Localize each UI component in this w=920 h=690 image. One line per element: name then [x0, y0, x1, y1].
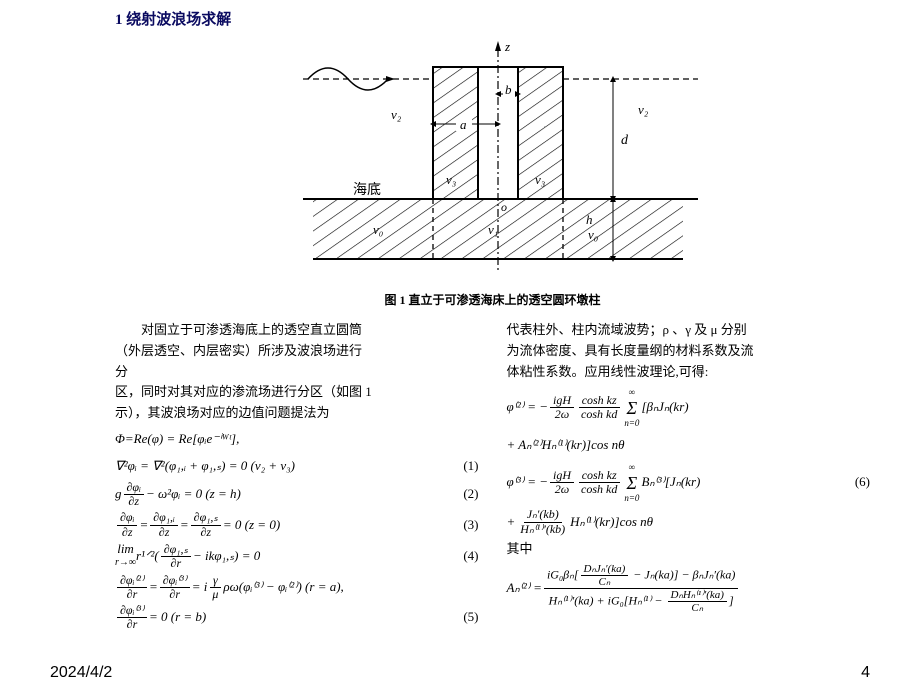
paragraph-text: 对固立于可渗透海底上的透空直立圆筒: [115, 320, 479, 341]
section-title: 1 绕射波浪场求解: [115, 8, 870, 29]
paragraph-text: 体粘性系数。应用线性波理论,可得:: [507, 362, 871, 383]
svg-text:v₀: v₀: [373, 222, 383, 237]
right-column: 代表柱外、柱内流域波势；ρ 、γ 及 μ 分别 为流体密度、具有长度量纲的材料系…: [507, 320, 871, 634]
equation-An: Aₙ⁽²⁾ = iG₀βₙ[DₙJₙ′(ka)Cₙ − Jₙ(ka)] − βₙ…: [507, 563, 871, 614]
equation-3: ∂φᵢ∂z = ∂φ₁,ᵢ∂z = ∂φ₁,ₛ∂z = 0 (z = 0) (3…: [115, 511, 479, 538]
svg-text:v₃: v₃: [535, 172, 545, 187]
svg-text:h: h: [586, 212, 593, 227]
figure-diagram: 海底 z o a b: [273, 39, 713, 283]
paragraph-text: 为流体密度、具有长度量纲的材料系数及流: [507, 341, 871, 362]
footer-page: 4: [861, 664, 870, 682]
equation-5b: ∂φᵢ⁽³⁾∂r = 0 (r = b) (5): [115, 604, 479, 631]
equation-6c: φ⁽³⁾ = − igH2ω cosh kzcosh kd ∞Σn=0 Bₙ⁽³…: [507, 460, 871, 505]
equation-phi: Φ=Re(φ) = Re[φᵢe⁻ⁱᵂᵗ],: [115, 427, 479, 451]
seabed-label: 海底: [353, 182, 381, 198]
svg-text:v₁: v₁: [488, 222, 498, 237]
equation-6b: + Aₙ⁽²⁾Hₙ⁽¹⁾(kr)]cos nθ: [507, 433, 871, 457]
svg-text:z: z: [504, 39, 510, 54]
svg-text:o: o: [501, 200, 507, 214]
figure-container: 海底 z o a b: [115, 39, 870, 283]
svg-text:v₂: v₂: [391, 107, 402, 122]
where-label: 其中: [507, 539, 871, 560]
svg-text:v₀: v₀: [588, 227, 598, 242]
footer-date: 2024/4/2: [50, 664, 112, 682]
equation-6d: + Jₙ′(kb)Hₙ⁽¹⁾′(kb) Hₙ⁽¹⁾(kr)]cos nθ: [507, 508, 871, 535]
equation-4: limr→∞ r¹ᐟ²( ∂φ₁,ₛ∂r − ikφ₁,ₛ) = 0 (4): [115, 542, 479, 571]
svg-text:b: b: [505, 82, 512, 97]
svg-text:v₃: v₃: [446, 172, 456, 187]
svg-text:d: d: [621, 133, 629, 148]
paragraph-text: （外层透空、内层密实）所涉及波浪场进行: [115, 341, 479, 362]
equation-6a: φ⁽²⁾ = − igH2ω cosh kzcosh kd ∞Σn=0 [βₙJ…: [507, 385, 871, 430]
paragraph-text: 示），其波浪场对应的边值问题提法为: [115, 403, 479, 424]
svg-text:v₂: v₂: [638, 102, 649, 117]
figure-caption: 图 1 直立于可渗透海床上的透空圆环墩柱: [115, 291, 870, 308]
paragraph-text: 代表柱外、柱内流域波势；ρ 、γ 及 μ 分别: [507, 320, 871, 341]
equation-5a: ∂φᵢ⁽²⁾∂r = ∂φᵢ⁽³⁾∂r = i γμ ρω(φᵢ⁽³⁾ − φᵢ…: [115, 574, 479, 601]
footer: 2024/4/2 4: [50, 664, 870, 682]
equation-1: ∇²φᵢ = ∇²(φ₁,ᵢ + φ₁,ₛ) = 0 (v₂ + v₃) (1): [115, 454, 479, 478]
svg-text:a: a: [460, 117, 467, 132]
left-column: 对固立于可渗透海底上的透空直立圆筒 （外层透空、内层密实）所涉及波浪场进行 分 …: [115, 320, 479, 634]
paragraph-text: 区，同时对其对应的渗流场进行分区（如图 1: [115, 382, 479, 403]
equation-2: g ∂φᵢ∂z − ω²φᵢ = 0 (z = h) (2): [115, 481, 479, 508]
paragraph-text: 分: [115, 362, 479, 383]
